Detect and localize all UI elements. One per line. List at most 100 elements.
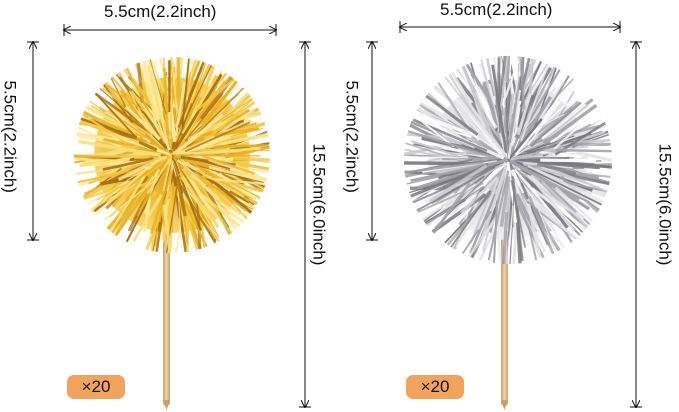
tinsel-strand — [523, 173, 569, 229]
tinsel-strand — [461, 210, 492, 255]
tinsel-strand — [506, 161, 518, 223]
tinsel-strand — [541, 180, 589, 228]
tinsel-strand — [555, 148, 612, 153]
tinsel-strand — [509, 159, 581, 201]
tinsel-strand — [82, 110, 156, 149]
tinsel-strand — [450, 190, 492, 248]
tinsel-strand — [176, 113, 224, 153]
tinsel-strand — [417, 182, 484, 213]
tinsel-strand — [89, 118, 158, 152]
tinsel-strand — [421, 121, 472, 138]
tinsel-strand — [467, 213, 501, 258]
tinsel-strand — [422, 183, 477, 221]
tinsel-strand — [501, 56, 522, 106]
tinsel-strand — [145, 189, 172, 251]
tinsel-strand — [182, 163, 235, 217]
tinsel-strand — [451, 207, 486, 249]
silver-tinsel-strands — [403, 55, 613, 265]
tinsel-strand — [141, 102, 172, 151]
tinsel-strand — [99, 88, 139, 123]
tinsel-strand — [543, 193, 585, 220]
tinsel-strand — [218, 164, 264, 192]
tinsel-strand — [510, 179, 527, 248]
tinsel-strand — [213, 178, 266, 186]
tinsel-strand — [139, 169, 169, 212]
tinsel-strand — [541, 103, 587, 140]
tinsel-strand — [534, 168, 604, 204]
tinsel-strand — [93, 166, 150, 216]
tinsel-strand — [182, 65, 213, 126]
tinsel-strand — [514, 169, 562, 224]
tinsel-strand — [498, 58, 501, 134]
tinsel-strand — [509, 205, 514, 246]
tinsel-strand — [217, 151, 270, 164]
tinsel-strand — [179, 184, 217, 244]
silver-pom-topper — [403, 55, 613, 410]
tinsel-strand — [104, 179, 157, 221]
tinsel-strand — [458, 67, 498, 129]
tinsel-strand — [195, 78, 235, 112]
tinsel-strand — [94, 92, 137, 138]
tinsel-strand — [159, 182, 165, 223]
tinsel-strand — [142, 60, 161, 120]
silver-total-height-label: 15.5cm(6.0inch) — [655, 143, 675, 266]
tinsel-strand — [507, 89, 522, 159]
tinsel-strand — [201, 154, 256, 175]
tinsel-strand — [527, 167, 602, 206]
tinsel-strand — [111, 188, 144, 234]
tinsel-strand — [196, 201, 202, 249]
tinsel-strand — [465, 161, 508, 203]
gold-dimension-lines — [27, 24, 311, 407]
tinsel-strand — [516, 93, 532, 136]
tinsel-strand — [410, 140, 459, 157]
tinsel-strand — [109, 175, 146, 233]
tinsel-strand — [207, 98, 254, 141]
tinsel-strand — [540, 158, 597, 163]
tinsel-strand — [180, 195, 208, 248]
tinsel-strand — [177, 61, 205, 129]
tinsel-strand — [529, 174, 576, 232]
tinsel-strand — [198, 191, 241, 228]
tinsel-strand — [100, 174, 142, 186]
tinsel-strand — [460, 176, 499, 215]
tinsel-strand — [75, 167, 124, 175]
tinsel-strand — [162, 155, 173, 192]
tinsel-strand — [453, 186, 482, 249]
tinsel-strand — [162, 204, 172, 254]
tinsel-strand — [542, 103, 598, 145]
tinsel-strand — [437, 82, 468, 128]
tinsel-strand — [82, 113, 128, 145]
tinsel-strand — [527, 195, 555, 255]
tinsel-strand — [177, 147, 261, 156]
tinsel-strand — [147, 59, 164, 112]
gold-stick-tip — [163, 400, 170, 410]
tinsel-strand — [403, 141, 456, 157]
gold-ball-height-label: 5.5cm(2.2inch) — [0, 80, 20, 193]
silver-quantity-badge: ×20 — [406, 375, 464, 399]
tinsel-strand — [499, 176, 511, 227]
tinsel-strand — [416, 166, 496, 212]
tinsel-strand — [208, 165, 267, 183]
gold-pom-topper — [73, 56, 271, 410]
tinsel-strand — [530, 101, 582, 148]
tinsel-strand — [179, 156, 261, 198]
tinsel-strand — [531, 123, 592, 157]
tinsel-strand — [518, 95, 552, 147]
silver-dimension-lines — [366, 21, 642, 407]
tinsel-strand — [553, 119, 587, 150]
tinsel-strand — [455, 96, 507, 156]
tinsel-strand — [406, 136, 467, 154]
tinsel-strand — [94, 92, 156, 138]
tinsel-strand — [549, 167, 608, 193]
tinsel-strand — [88, 156, 160, 185]
tinsel-strand — [117, 156, 163, 181]
tinsel-strand — [174, 81, 186, 137]
tinsel-strand — [132, 194, 163, 242]
tinsel-strand — [431, 192, 487, 234]
tinsel-strand — [185, 62, 207, 127]
tinsel-strand — [184, 199, 199, 238]
tinsel-strand — [539, 81, 565, 119]
tinsel-strand — [86, 180, 129, 205]
tinsel-strand — [102, 157, 154, 171]
